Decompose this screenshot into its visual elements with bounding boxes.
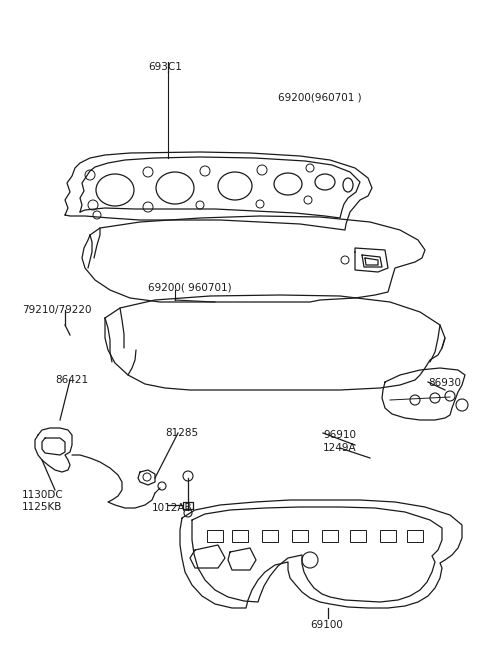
- Bar: [262, 530, 278, 542]
- Text: 693C1: 693C1: [148, 62, 182, 72]
- Bar: [207, 530, 223, 542]
- Text: 81285: 81285: [165, 428, 198, 438]
- Text: 69200(960701 ): 69200(960701 ): [278, 92, 361, 102]
- Text: 1125KB: 1125KB: [22, 502, 62, 512]
- Text: 1249A: 1249A: [323, 443, 357, 453]
- Text: 1130DC: 1130DC: [22, 490, 64, 500]
- Text: 69100: 69100: [310, 620, 343, 630]
- Text: 1012AB: 1012AB: [152, 503, 192, 513]
- Text: 69200( 960701): 69200( 960701): [148, 283, 232, 293]
- Bar: [322, 530, 338, 542]
- Text: 79210/79220: 79210/79220: [22, 305, 92, 315]
- Text: 86930: 86930: [428, 378, 461, 388]
- Text: 86421: 86421: [55, 375, 88, 385]
- Bar: [407, 530, 423, 542]
- Text: 96910: 96910: [323, 430, 356, 440]
- Bar: [380, 530, 396, 542]
- Bar: [350, 530, 366, 542]
- Bar: [232, 530, 248, 542]
- Bar: [292, 530, 308, 542]
